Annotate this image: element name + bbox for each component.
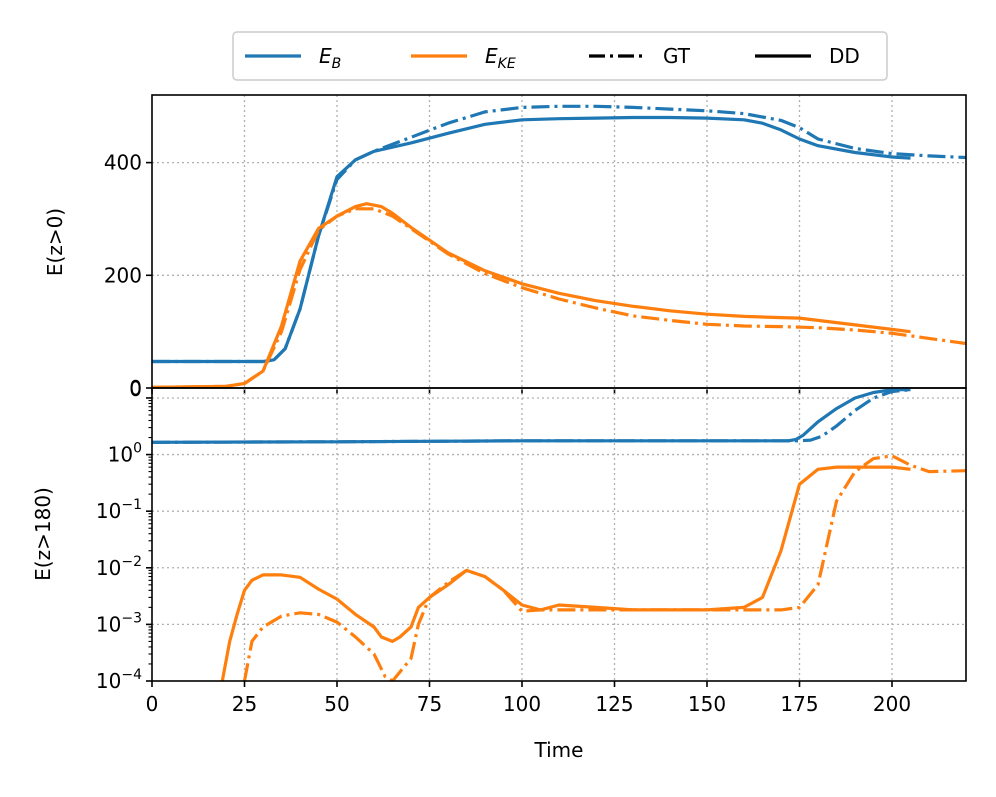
x-tick-label: 100 bbox=[503, 692, 541, 716]
legend-label: DD bbox=[829, 44, 860, 68]
legend-label: GT bbox=[663, 44, 691, 68]
ylabel-bottom: E(z>180) bbox=[31, 487, 55, 581]
y-tick-label-exponent: −2 bbox=[121, 554, 142, 570]
x-tick-label: 50 bbox=[324, 692, 349, 716]
eb-gt-line bbox=[152, 388, 911, 444]
legend-label: EB bbox=[319, 44, 341, 72]
x-tick-label: 125 bbox=[595, 692, 633, 716]
y-tick-label-base: 10 bbox=[96, 612, 121, 636]
xlabel: Time bbox=[534, 738, 584, 762]
y-tick-label-exponent: −4 bbox=[121, 667, 142, 683]
y-tick-label: 400 bbox=[104, 151, 142, 175]
x-tick-label: 25 bbox=[232, 692, 257, 716]
y-tick-label: 0 bbox=[129, 376, 142, 400]
y-tick-label: 10−3 bbox=[96, 610, 142, 636]
x-tick-label: 175 bbox=[780, 692, 818, 716]
eke-dd-line bbox=[220, 465, 911, 681]
y-tick-label-base: 10 bbox=[108, 443, 133, 467]
y-tick-label: 10−4 bbox=[96, 667, 142, 693]
legend: EB EKE GT DD bbox=[232, 31, 888, 81]
top-panel: 0 200 400 bbox=[104, 94, 967, 400]
legend-label-sub: KE bbox=[498, 56, 516, 72]
y-tick-label-exponent: −3 bbox=[121, 610, 142, 626]
legend-frame bbox=[232, 31, 888, 81]
top-series bbox=[152, 104, 966, 388]
bottom-series bbox=[152, 388, 966, 681]
bottom-frame bbox=[151, 387, 967, 682]
x-tick-label: 75 bbox=[417, 692, 442, 716]
bottom-panel: 0 25 50 75 100 125 150 175 20010−410−310−210−110… bbox=[96, 377, 967, 716]
y-tick-label: 200 bbox=[104, 263, 142, 287]
eke-dd-line bbox=[152, 202, 911, 388]
y-tick-label-base: 10 bbox=[96, 556, 121, 580]
x-tick-label: 150 bbox=[688, 692, 726, 716]
y-tick-label-exponent: 0 bbox=[133, 441, 142, 457]
eke-gt-line bbox=[242, 454, 966, 681]
y-tick-label: 0 bbox=[129, 377, 142, 401]
y-tick-label: 100 bbox=[108, 441, 142, 467]
y-tick-label: 10−2 bbox=[96, 554, 142, 580]
legend-label-main: E bbox=[319, 44, 332, 68]
legend-label: EKE bbox=[485, 44, 516, 72]
bottom-grid bbox=[152, 388, 966, 681]
x-tick-label: 0 bbox=[146, 692, 159, 716]
y-tick-label: 10−1 bbox=[96, 497, 142, 523]
eb-dd-line bbox=[152, 115, 911, 364]
x-tick-label: 200 bbox=[873, 692, 911, 716]
legend-label-main: E bbox=[485, 44, 498, 68]
y-tick-label-base: 10 bbox=[96, 669, 121, 693]
ylabel-top: E(z>0) bbox=[43, 208, 67, 276]
eke-gt-line bbox=[152, 207, 966, 388]
y-tick-label-base: 10 bbox=[96, 499, 121, 523]
eb-dd-line bbox=[152, 388, 911, 444]
legend-label-sub: B bbox=[332, 56, 342, 72]
y-tick-label-exponent: −1 bbox=[121, 497, 142, 513]
